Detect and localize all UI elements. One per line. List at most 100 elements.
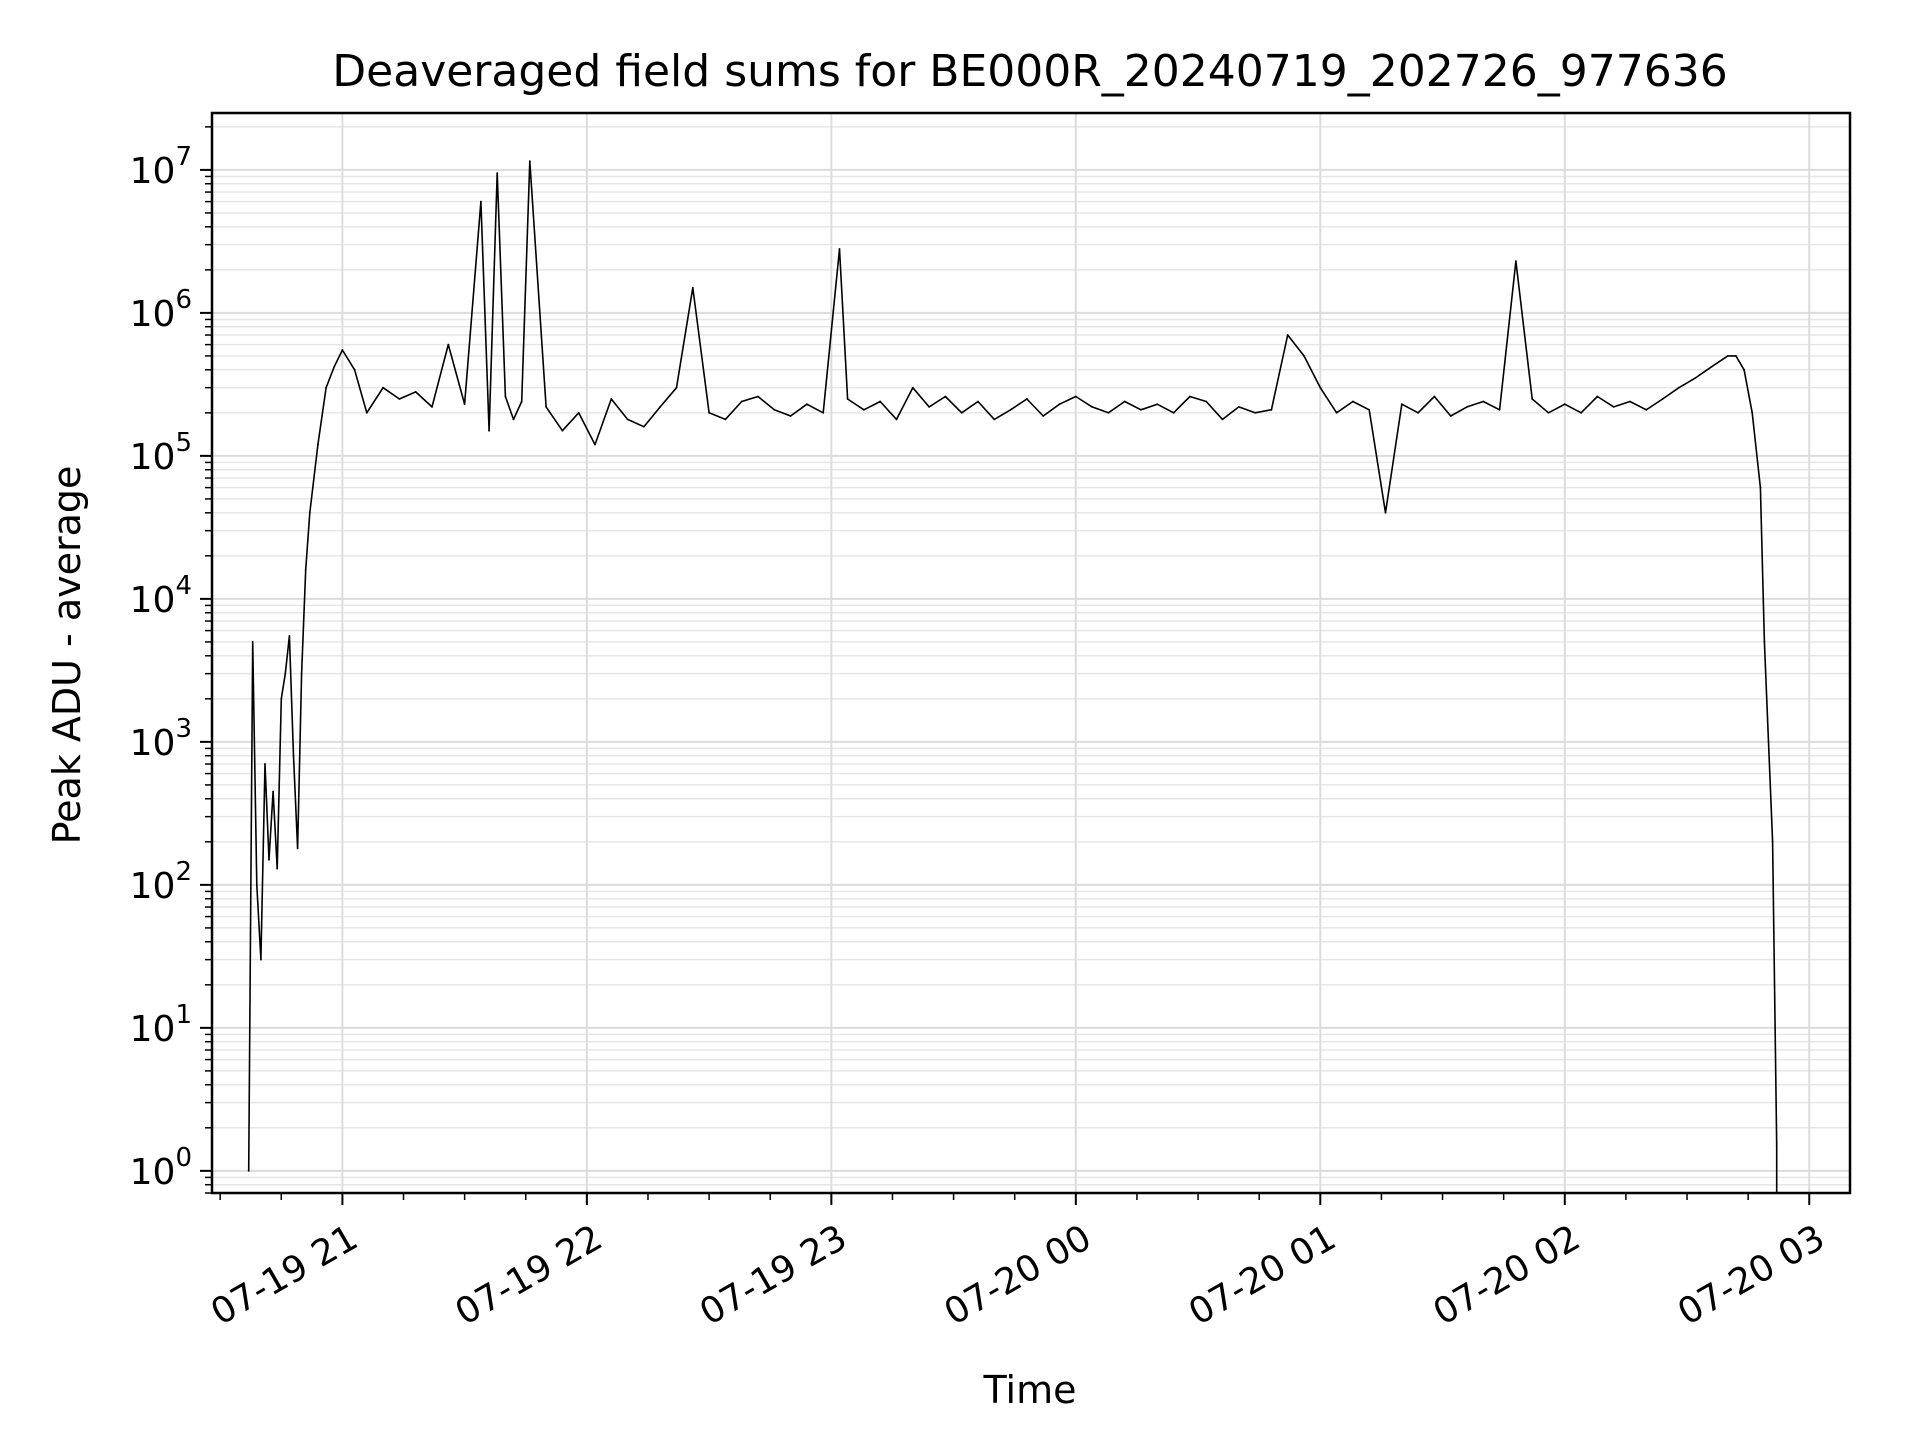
data-point	[1515, 260, 1517, 263]
data-point	[341, 349, 344, 351]
data-point	[911, 386, 914, 389]
data-point	[1751, 411, 1754, 414]
data-point	[1612, 406, 1615, 408]
data-point	[740, 400, 743, 403]
data-point	[806, 403, 808, 406]
data-point	[708, 411, 710, 414]
data-point	[1763, 641, 1766, 643]
x-axis-label: Time	[983, 1368, 1077, 1412]
plot-area-frame	[210, 111, 1852, 1195]
y-tick-label-base: 10	[130, 151, 176, 192]
series-line-0	[247, 160, 1778, 1193]
data-point	[1771, 840, 1774, 843]
data-point	[863, 408, 865, 411]
data-point	[463, 403, 466, 406]
data-point	[280, 697, 283, 700]
y-tick-label-exponent: 3	[175, 714, 192, 744]
data-point	[773, 408, 776, 411]
data-point	[895, 418, 898, 421]
y-tick-label-base: 10	[130, 1009, 176, 1050]
series-layer	[247, 160, 1778, 1194]
data-point	[626, 418, 629, 421]
data-point	[879, 400, 882, 403]
data-point	[545, 406, 547, 408]
data-point	[480, 200, 482, 203]
data-point	[272, 790, 274, 793]
data-point	[1449, 415, 1452, 417]
data-point	[496, 172, 499, 175]
y-tick-label-exponent: 2	[175, 857, 192, 887]
data-point	[1563, 403, 1566, 406]
data-point	[300, 672, 303, 675]
data-point	[1254, 411, 1256, 414]
data-point	[1726, 355, 1729, 357]
data-point	[1775, 1144, 1778, 1147]
y-tick-label-exponent: 5	[175, 428, 192, 458]
data-point	[1735, 355, 1737, 357]
data-point	[431, 406, 433, 408]
data-point	[659, 406, 662, 408]
data-point	[365, 411, 368, 414]
data-point	[398, 398, 401, 400]
data-point	[1123, 400, 1126, 403]
y-tick-label-base: 10	[130, 437, 176, 478]
y-tick-label-base: 10	[130, 723, 176, 764]
data-point	[643, 425, 645, 428]
data-point	[1466, 406, 1468, 408]
data-point	[528, 160, 531, 163]
data-point	[1694, 377, 1697, 379]
data-point	[724, 418, 727, 421]
data-point	[304, 568, 307, 571]
data-point	[1303, 355, 1305, 357]
data-point	[1237, 406, 1240, 408]
data-point	[577, 411, 580, 414]
y-tick-label-exponent: 1	[175, 1000, 192, 1030]
y-tick-label: 102	[130, 857, 192, 907]
data-point	[1710, 365, 1713, 368]
data-point	[512, 418, 515, 421]
data-point	[1270, 408, 1273, 411]
data-point	[353, 368, 356, 371]
data-point	[317, 443, 319, 446]
data-point	[1531, 398, 1534, 400]
y-tick-label-base: 10	[130, 866, 176, 907]
data-point	[1580, 411, 1582, 414]
data-point	[264, 763, 266, 765]
data-point	[846, 398, 849, 400]
data-point	[1433, 395, 1436, 398]
data-point	[251, 641, 254, 643]
data-point	[1058, 403, 1061, 406]
data-point	[561, 429, 564, 432]
y-tick-label: 100	[130, 1143, 192, 1193]
data-point	[1091, 406, 1093, 408]
data-point	[977, 400, 979, 403]
data-point	[1074, 395, 1077, 398]
data-point	[268, 858, 270, 861]
data-point	[255, 884, 258, 886]
data-point	[1661, 398, 1664, 400]
data-point	[308, 511, 311, 514]
data-point	[1221, 418, 1224, 421]
data-point	[691, 286, 694, 289]
data-point	[1335, 411, 1338, 414]
data-point	[1319, 386, 1322, 389]
data-point	[1482, 400, 1485, 403]
data-point	[276, 867, 279, 870]
data-point	[447, 343, 450, 346]
data-point	[675, 386, 678, 389]
data-point	[1172, 411, 1175, 414]
data-point	[1417, 411, 1419, 414]
data-point	[260, 958, 262, 961]
data-point	[960, 411, 963, 414]
data-point	[1286, 334, 1289, 336]
data-point	[1156, 403, 1159, 406]
chart-title: Deaveraged field sums for BE000R_2024071…	[332, 46, 1727, 97]
y-tick-label-exponent: 7	[175, 142, 192, 172]
data-point	[1026, 398, 1028, 400]
data-point	[288, 635, 291, 637]
y-axis-label: Peak ADU - average	[45, 466, 89, 845]
data-point	[928, 406, 930, 408]
data-point	[1205, 400, 1208, 403]
data-point	[822, 411, 825, 414]
data-point	[1009, 408, 1012, 411]
